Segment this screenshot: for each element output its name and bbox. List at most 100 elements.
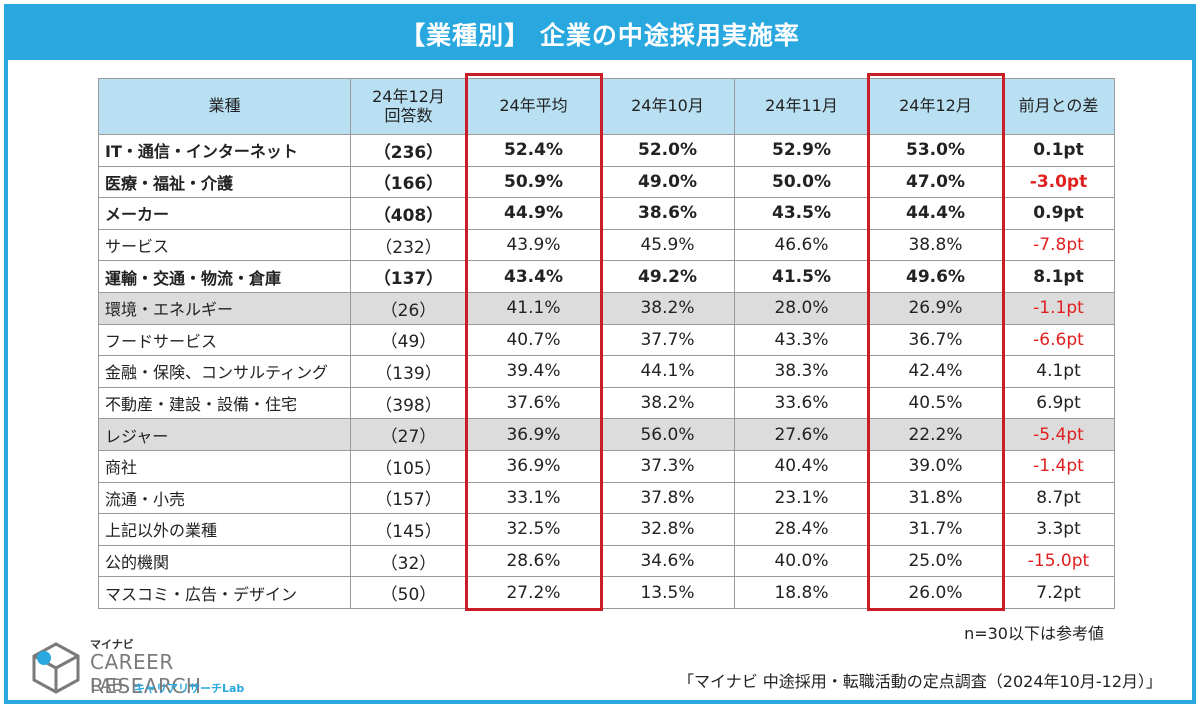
table-header-row: 業種 24年12月 回答数 24年平均 24年10月 24年11月 24年12月 前月との差 xyxy=(98,78,1115,135)
count-cell: （49） xyxy=(350,323,467,357)
diff-cell: -7.8pt xyxy=(1002,228,1115,262)
november-cell: 46.6% xyxy=(734,228,869,262)
career-research-lab-logo: マイナビ CAREER RESEARCH LAB キャリアリサーチLab xyxy=(28,636,288,700)
average-cell: 33.1% xyxy=(466,481,601,515)
december-cell: 26.9% xyxy=(868,291,1003,325)
industry-cell: 金融・保険、コンサルティング xyxy=(98,355,351,388)
industry-cell: 環境・エネルギー xyxy=(98,291,351,325)
table-row: 流通・小売 （157） 33.1% 37.8% 23.1% 31.8% 8.7pt xyxy=(98,481,1115,515)
october-cell: 37.3% xyxy=(600,449,735,483)
diff-cell: 8.7pt xyxy=(1002,481,1115,515)
data-table: 業種 24年12月 回答数 24年平均 24年10月 24年11月 24年12月 前月との差 … xyxy=(98,78,1115,609)
table-row: 公的機関 （32） 28.6% 34.6% 40.0% 25.0% -15.0pt xyxy=(98,544,1115,578)
november-cell: 18.8% xyxy=(734,576,869,609)
october-cell: 45.9% xyxy=(600,228,735,262)
october-cell: 38.6% xyxy=(600,197,735,230)
logo-sub-text: キャリアリサーチLab xyxy=(134,682,245,695)
december-cell: 47.0% xyxy=(868,165,1003,199)
table-row: サービス （232） 43.9% 45.9% 46.6% 38.8% -7.8pt xyxy=(98,228,1115,262)
count-cell: （139） xyxy=(350,355,467,388)
column-header-1: 24年12月 回答数 xyxy=(350,78,467,135)
count-cell: （232） xyxy=(350,228,467,262)
average-cell: 28.6% xyxy=(466,544,601,578)
column-header-3: 24年10月 xyxy=(600,78,735,135)
average-cell: 39.4% xyxy=(466,355,601,388)
column-header-5: 24年12月 xyxy=(868,78,1003,135)
october-cell: 44.1% xyxy=(600,355,735,388)
count-cell: （166） xyxy=(350,165,467,199)
diff-cell: 7.2pt xyxy=(1002,576,1115,609)
diff-cell: 0.1pt xyxy=(1002,134,1115,167)
december-cell: 53.0% xyxy=(868,134,1003,167)
reference-note: n=30以下は参考値 xyxy=(964,624,1104,643)
column-header-0: 業種 xyxy=(98,78,351,135)
december-cell: 26.0% xyxy=(868,576,1003,609)
average-cell: 32.5% xyxy=(466,513,601,546)
diff-cell: 4.1pt xyxy=(1002,355,1115,388)
average-cell: 52.4% xyxy=(466,134,601,167)
diff-cell: 3.3pt xyxy=(1002,513,1115,546)
november-cell: 28.0% xyxy=(734,291,869,325)
table-row: 運輸・交通・物流・倉庫 （137） 43.4% 49.2% 41.5% 49.6% 8.1p… xyxy=(98,260,1115,293)
october-cell: 49.0% xyxy=(600,165,735,199)
cube-logo-icon xyxy=(32,642,80,694)
table-row: 環境・エネルギー （26） 41.1% 38.2% 28.0% 26.9% -1.1pt xyxy=(98,291,1115,325)
december-cell: 42.4% xyxy=(868,355,1003,388)
average-cell: 40.7% xyxy=(466,323,601,357)
count-cell: （27） xyxy=(350,418,467,451)
october-cell: 37.8% xyxy=(600,481,735,515)
count-cell: （105） xyxy=(350,449,467,483)
table-row: IT・通信・インターネット （236） 52.4% 52.0% 52.9% 53.0% 0.… xyxy=(98,134,1115,167)
industry-cell: 上記以外の業種 xyxy=(98,513,351,546)
december-cell: 49.6% xyxy=(868,260,1003,293)
chart-title: 【業種別】 企業の中途採用実施率 xyxy=(8,8,1192,60)
november-cell: 40.0% xyxy=(734,544,869,578)
count-cell: （157） xyxy=(350,481,467,515)
diff-cell: 6.9pt xyxy=(1002,386,1115,420)
average-cell: 43.4% xyxy=(466,260,601,293)
count-cell: （408） xyxy=(350,197,467,230)
count-cell: （32） xyxy=(350,544,467,578)
count-cell: （26） xyxy=(350,291,467,325)
industry-cell: IT・通信・インターネット xyxy=(98,134,351,167)
november-cell: 27.6% xyxy=(734,418,869,451)
table-row: 不動産・建設・設備・住宅 （398） 37.6% 38.2% 33.6% 40.5% 6.9… xyxy=(98,386,1115,420)
december-cell: 31.8% xyxy=(868,481,1003,515)
average-cell: 36.9% xyxy=(466,449,601,483)
logo-top-text: マイナビ xyxy=(90,638,134,651)
november-cell: 28.4% xyxy=(734,513,869,546)
chart-frame: 【業種別】 企業の中途採用実施率 業種 24年12月 回答数 24年平均 24年10月 2… xyxy=(4,4,1196,704)
table-row: 上記以外の業種 （145） 32.5% 32.8% 28.4% 31.7% 3.3pt xyxy=(98,513,1115,546)
source-citation: 「マイナビ 中途採用・転職活動の定点調査（2024年10月-12月）」 xyxy=(678,672,1162,691)
column-header-2: 24年平均 xyxy=(466,78,601,135)
december-cell: 25.0% xyxy=(868,544,1003,578)
november-cell: 52.9% xyxy=(734,134,869,167)
diff-cell: -1.4pt xyxy=(1002,449,1115,483)
december-cell: 36.7% xyxy=(868,323,1003,357)
december-cell: 44.4% xyxy=(868,197,1003,230)
october-cell: 49.2% xyxy=(600,260,735,293)
average-cell: 41.1% xyxy=(466,291,601,325)
count-cell: （236） xyxy=(350,134,467,167)
november-cell: 23.1% xyxy=(734,481,869,515)
november-cell: 43.5% xyxy=(734,197,869,230)
industry-cell: マスコミ・広告・デザイン xyxy=(98,576,351,609)
count-cell: （145） xyxy=(350,513,467,546)
diff-cell: -5.4pt xyxy=(1002,418,1115,451)
industry-cell: 商社 xyxy=(98,449,351,483)
table-row: 金融・保険、コンサルティング （139） 39.4% 44.1% 38.3% 42.4% 4… xyxy=(98,355,1115,388)
november-cell: 50.0% xyxy=(734,165,869,199)
october-cell: 52.0% xyxy=(600,134,735,167)
october-cell: 32.8% xyxy=(600,513,735,546)
november-cell: 40.4% xyxy=(734,449,869,483)
october-cell: 13.5% xyxy=(600,576,735,609)
november-cell: 43.3% xyxy=(734,323,869,357)
october-cell: 34.6% xyxy=(600,544,735,578)
industry-cell: 流通・小売 xyxy=(98,481,351,515)
average-cell: 43.9% xyxy=(466,228,601,262)
logo-main-text: CAREER RESEARCH xyxy=(90,650,202,698)
table-row: フードサービス （49） 40.7% 37.7% 43.3% 36.7% -6.6pt xyxy=(98,323,1115,357)
december-cell: 22.2% xyxy=(868,418,1003,451)
industry-cell: レジャー xyxy=(98,418,351,451)
column-header-4: 24年11月 xyxy=(734,78,869,135)
